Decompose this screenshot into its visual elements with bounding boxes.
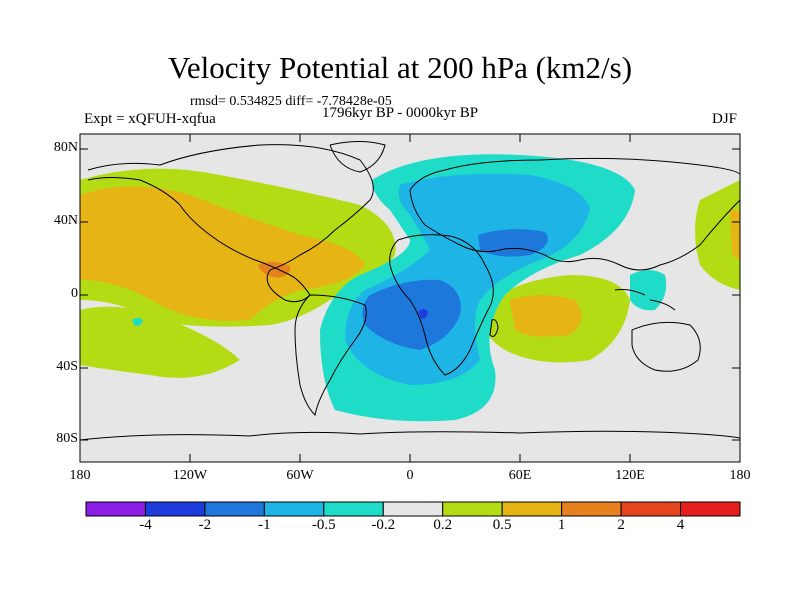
colorbar-cell [442,501,503,517]
colorbar-cell [204,501,265,517]
x-tick-label: 180 [69,468,91,483]
coast-madagascar [489,319,499,337]
experiment-label: Expt = xQFUH-xqfua [84,111,216,127]
y-tick-label: 40N [53,213,78,228]
colorbar-cell [680,501,741,517]
colorbar-cell [263,501,325,517]
colorbar-label: -1 [258,517,271,533]
colorbar-label: 4 [676,517,685,533]
contour-one-caribbean [258,261,291,278]
colorbar-cell [620,501,682,517]
x-tick-label: 0 [406,468,414,483]
colorbar-label: 2 [617,517,625,533]
colorbar-label: -0.2 [371,517,396,533]
colorbar-cell [323,501,384,517]
period-label: 1796kyr BP - 0000kyr BP [322,105,479,121]
contour-pos-south-pacific [80,306,240,378]
colorbar-cell [501,501,563,517]
x-tick-label: 180 [729,468,751,483]
colorbar-cell [85,501,146,517]
coast-north-america [87,144,374,303]
contour-neg-small-pacific [132,318,143,326]
coast-australia [631,321,701,372]
colorbar-cell [144,501,206,517]
y-tick-label: 80S [56,431,78,446]
colorbar-cell [561,501,622,517]
coast-indonesia [614,289,676,311]
coastlines [80,141,740,441]
colorbar-label: 0.5 [492,517,512,533]
axis-ticks [79,134,741,462]
figure-title: Velocity Potential at 200 hPa (km2/s) [167,50,633,85]
contour-half-indian [510,295,582,337]
y-tick-label: 40S [56,359,78,374]
colorbar-label: 0.2 [433,517,453,533]
x-tick-label: 120W [172,468,208,483]
y-tick-label: 0 [71,286,78,301]
colorbar-label: 1 [557,517,566,533]
coast-antarctica [80,430,740,441]
colorbar-label: -4 [139,517,152,533]
colorbar-label: -2 [198,517,212,533]
x-tick-label: 60E [508,468,532,483]
contour-fields [80,154,740,422]
coast-greenland [329,141,386,173]
contour-half-north-pacific [80,186,365,321]
x-tick-label: 120E [615,468,645,483]
y-tick-label: 80N [53,140,78,155]
coast-south-america [294,294,367,417]
season-label: DJF [712,111,738,127]
x-tick-label: 60W [286,468,314,483]
colorbar-cell [382,501,444,517]
contour-neg-two [418,309,428,319]
contour-pos-east [695,180,740,290]
stats-text: rmsd= 0.534825 diff= -7.78428e-05 [190,94,392,109]
contour-neg-one [362,229,548,350]
coast-africa [389,234,494,376]
contour-neg-maritime [630,270,667,311]
colorbar-label: -0.5 [311,517,336,533]
